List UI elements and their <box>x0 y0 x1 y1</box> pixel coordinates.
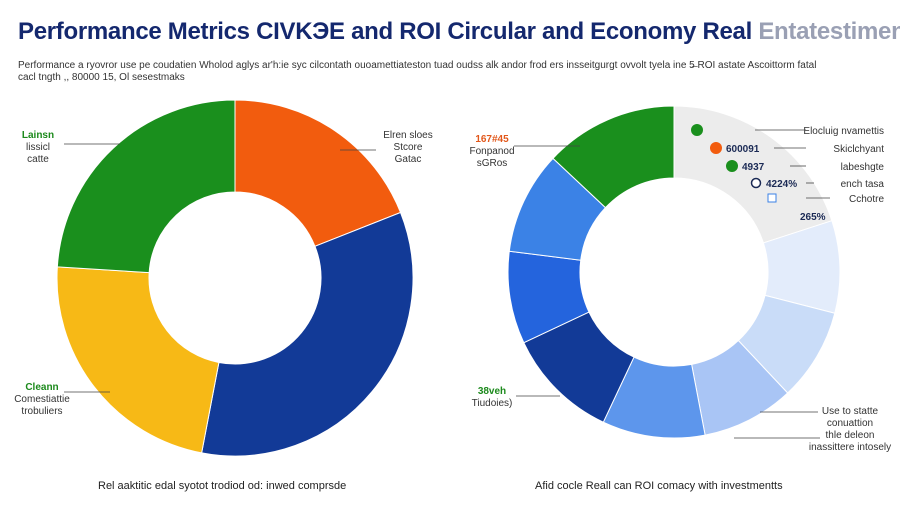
right-annotation-left-0: 167#45 Fonpanod sGRos <box>469 134 514 169</box>
right-marker-1 <box>710 142 722 154</box>
right-marker-2 <box>726 160 738 172</box>
right-donut-slice-0 <box>673 105 833 244</box>
right-marker-4 <box>767 193 777 203</box>
right-annotation-bottom: Use to statte conuattion thle deleon inassi… <box>809 406 891 453</box>
left-chart-caption: Rel aaktitic edal syotot trodiod od: inw… <box>98 480 347 492</box>
right-annotation-left-1: 38veh Tiudoies) <box>472 386 513 409</box>
right-label-2: labeshgte <box>841 162 885 173</box>
left-donut-slice-3 <box>56 99 236 274</box>
right-label-1: Skiclchyant <box>833 144 884 155</box>
right-marker-0 <box>691 124 703 136</box>
left-donut-slice-0 <box>234 99 402 247</box>
right-marker-3 <box>750 177 762 189</box>
right-donut-slice-8 <box>552 105 675 209</box>
right-chart-caption: Afid cocle Reall can ROI comacy with inv… <box>535 480 783 492</box>
right-label-3: ench tasa <box>841 179 885 190</box>
left-donut-slice-2 <box>56 266 220 454</box>
right-label-0: Elocluig nvamettis <box>803 126 884 137</box>
left-annotation-2: Cleann Comestiattie trobuliers <box>14 382 70 417</box>
left-annotation-0: Lainsn lissicl catte <box>22 130 54 165</box>
left-donut-slice-1 <box>201 211 414 457</box>
right-value-2: 4937 <box>742 162 765 173</box>
right-value-5: 265% <box>800 212 826 223</box>
page-subtitle: Performance a ryovror use pe coudatien W… <box>18 60 817 83</box>
right-label-4: Cchotre <box>849 194 884 205</box>
page-title: Performance Metrics CIVKЭE and ROI Circu… <box>18 18 900 45</box>
left-annotation-1: Elren sloes Stcore Gatac <box>383 130 432 165</box>
right-value-3: 4224% <box>766 179 797 190</box>
right-value-1: 600091 <box>726 144 760 155</box>
